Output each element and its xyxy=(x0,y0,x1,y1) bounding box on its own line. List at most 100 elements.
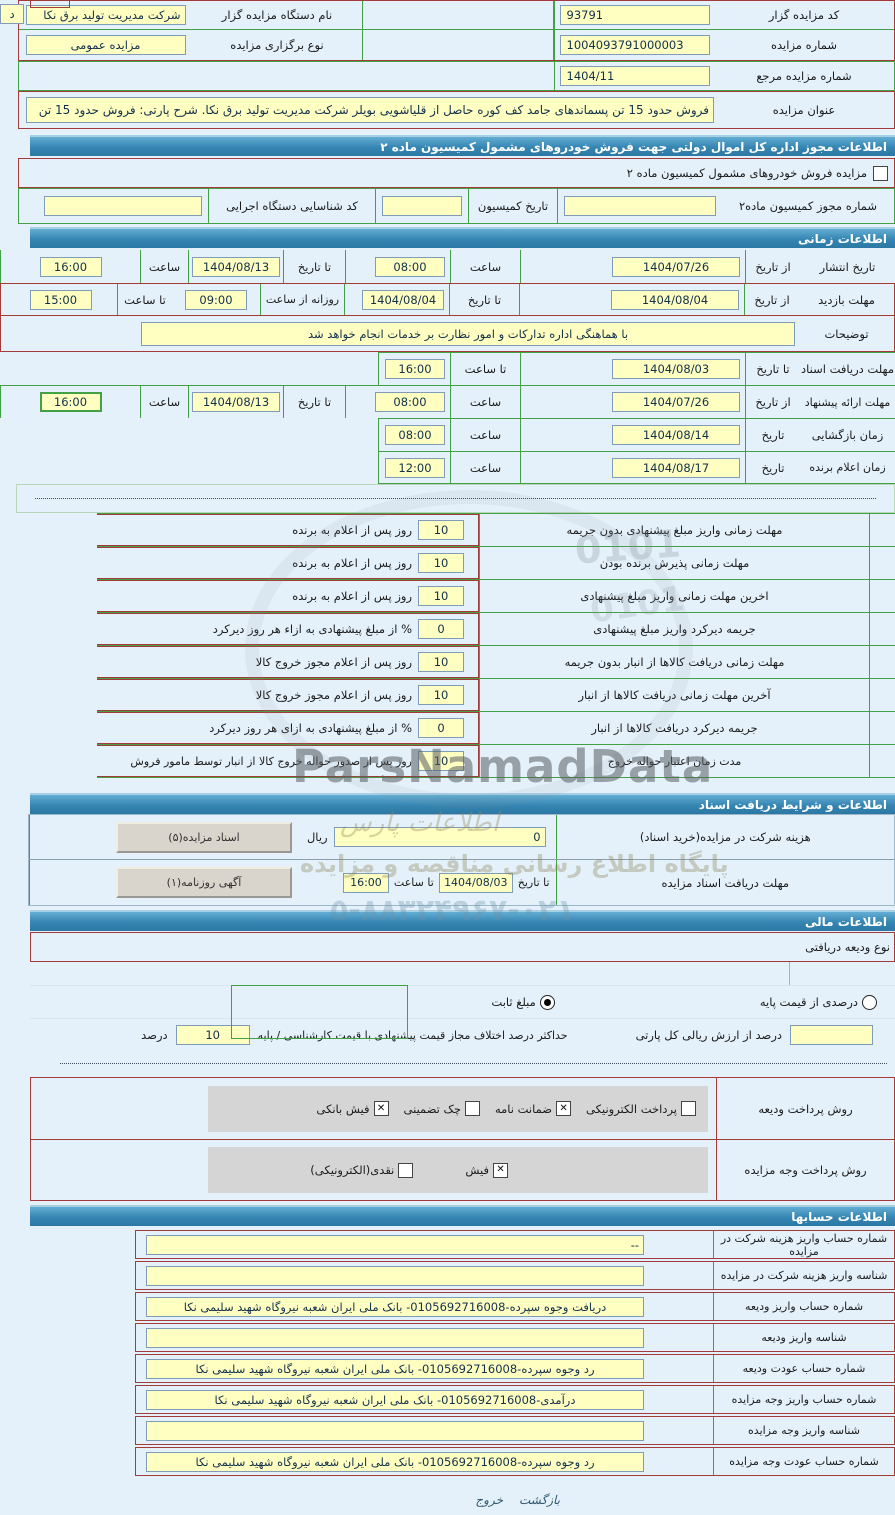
hour-label: ساعت xyxy=(140,386,188,418)
auctioneer-code-input[interactable]: 93791 xyxy=(559,5,710,25)
account-input[interactable]: دریافت وجوه سپرده-0105692716008- بانک مل… xyxy=(146,1296,644,1317)
account-input[interactable]: -- xyxy=(146,1234,644,1255)
option-bank-slip[interactable]: ✕ فیش بانکی xyxy=(316,1101,389,1116)
docs-deadline-label: مهلت دریافت اسناد xyxy=(801,362,894,376)
offer-to-time-input[interactable]: 16:00 xyxy=(39,392,102,412)
publish-from-date-input[interactable]: 1404/07/26 xyxy=(612,256,740,277)
account-row: شماره حساب عودت وجه مزایده رد وجوه سپرده… xyxy=(135,1447,895,1476)
docs-to-date-input[interactable]: 1404/08/03 xyxy=(438,872,513,893)
deadline-value-input[interactable]: 10 xyxy=(418,685,464,705)
from-date-label: از تاریخ xyxy=(745,250,800,283)
article2-checkbox[interactable] xyxy=(873,165,888,181)
commission-date-input[interactable] xyxy=(382,196,462,216)
account-input[interactable] xyxy=(146,1420,644,1441)
radio-fixed-option[interactable]: مبلغ ثابت xyxy=(491,994,555,1010)
deadline-value-input[interactable]: 10 xyxy=(418,553,464,573)
row-auction-number: شماره مزایده 1004093791000003 نوع برگزار… xyxy=(19,30,894,60)
checkbox-checked[interactable]: ✕ xyxy=(373,1101,389,1116)
publish-from-time-input[interactable]: 08:00 xyxy=(375,256,445,277)
exit-link[interactable]: خروج xyxy=(475,1493,503,1507)
publish-to-time-input[interactable]: 16:00 xyxy=(39,256,102,277)
visit-to-date-input[interactable]: 1404/08/04 xyxy=(362,289,444,310)
row-auctioneer-code: کد مزایده گزار 93791 نام دستگاه مزایده گ… xyxy=(19,1,894,30)
account-input[interactable]: رد وجوه سپرده-0105692716008- بانک ملی ای… xyxy=(146,1451,644,1472)
visit-until-time-input[interactable]: 15:00 xyxy=(29,289,92,310)
account-input[interactable] xyxy=(146,1265,644,1286)
winner-date-input[interactable]: 1404/08/17 xyxy=(612,457,740,478)
empty-cell xyxy=(869,745,895,777)
opening-time-input[interactable]: 08:00 xyxy=(385,425,445,445)
offer-to-date-input[interactable]: 1404/08/13 xyxy=(192,392,280,412)
percent-of-value-input[interactable] xyxy=(790,1025,873,1045)
deadline-suffix: روز پس از صدور حواله خروج کالا از انبار … xyxy=(130,754,412,768)
fee-input[interactable]: 0 xyxy=(333,827,546,847)
deadline-row: مهلت زمانی دریافت کالاها از انبار بدون ج… xyxy=(97,645,895,678)
checkbox[interactable] xyxy=(464,1101,480,1116)
check-mark-icon: ✕ xyxy=(496,1164,505,1175)
permit-checkbox-row: مزایده فروش خودروهای مشمول کمیسیون ماده … xyxy=(18,158,895,188)
opening-date-input[interactable]: 1404/08/14 xyxy=(612,425,740,445)
back-link[interactable]: بازگشت xyxy=(519,1493,560,1507)
reference-number-input[interactable]: 1404/11 xyxy=(559,66,710,86)
accounts-table: شماره حساب واریز هزینه شرکت در مزایده --… xyxy=(135,1230,895,1476)
deadline-suffix: % از مبلغ پیشنهادی به ازای هر روز دیرکرد xyxy=(209,721,412,735)
hour-label: ساعت xyxy=(140,250,188,283)
visit-daily-time-input[interactable]: 09:00 xyxy=(185,289,247,310)
daily-from-hour-label: روزانه از ساعت xyxy=(260,284,344,315)
section-bar-financial: اطلاعات مالی xyxy=(30,910,895,931)
account-label: شماره حساب عودت ودیعه xyxy=(713,1355,894,1382)
option-cash-electronic[interactable]: نقدی(الکترونیکی) xyxy=(310,1162,414,1178)
publish-to-date-input[interactable]: 1404/08/13 xyxy=(192,256,280,277)
deadline-value-input[interactable]: 10 xyxy=(418,751,464,771)
docs-to-time-input[interactable]: 16:00 xyxy=(342,872,389,893)
top-id-table: کد مزایده گزار 93791 نام دستگاه مزایده گ… xyxy=(18,0,895,61)
deadline-value-input[interactable]: 10 xyxy=(418,586,464,606)
visit-from-date-input[interactable]: 1404/08/04 xyxy=(611,289,739,310)
deadline-value-input[interactable]: 10 xyxy=(418,652,464,672)
description-input[interactable]: با هماهنگی اداره تدارکات و امور نظارت بر… xyxy=(141,321,795,346)
checkbox-checked[interactable]: ✕ xyxy=(556,1101,572,1116)
deadline-label: جریمه دیرکرد دریافت کالاها از انبار xyxy=(479,712,869,744)
auction-type-input[interactable]: مزایده عمومی xyxy=(25,35,186,55)
visit-label: مهلت بازدید xyxy=(818,292,875,307)
empty-cell xyxy=(869,679,895,711)
checkbox-checked[interactable]: ✕ xyxy=(493,1162,508,1178)
radio-selected-icon[interactable] xyxy=(539,994,555,1010)
permit-number-input[interactable] xyxy=(564,196,716,216)
docs-to-time-input[interactable]: 16:00 xyxy=(385,359,445,379)
account-input[interactable]: رد وجوه سپرده-0105692716008- بانک ملی ای… xyxy=(146,1358,644,1379)
agency-code-input[interactable] xyxy=(44,196,202,216)
offer-deadline-row: مهلت ارائه پیشنهاد از تاریخ 1404/07/26 س… xyxy=(0,385,895,418)
radio-percent-option[interactable]: درصدی از قیمت پایه xyxy=(760,994,877,1010)
org-name-input[interactable]: شرکت مدیریت تولید برق نکا xyxy=(25,5,186,25)
checkbox[interactable] xyxy=(398,1162,414,1178)
auction-title-input[interactable]: فروش حدود 15 تن پسماندهای جامد کف کوره ح… xyxy=(26,97,714,123)
auction-number-input[interactable]: 1004093791000003 xyxy=(559,35,710,55)
winner-time-input[interactable]: 12:00 xyxy=(385,457,445,478)
fee-unit: ریال xyxy=(306,830,328,844)
deadline-value-input[interactable]: 0 xyxy=(418,718,464,738)
docs-table: هزینه شرکت در مزایده(خرید اسناد) 0 ریال … xyxy=(28,814,895,906)
checkbox[interactable] xyxy=(681,1101,696,1116)
newspaper-ad-button[interactable]: آگهی روزنامه(۱) xyxy=(116,867,292,898)
percent-of-value-label: درصد از ارزش ریالی کل پارتی xyxy=(635,1028,782,1042)
payment-method-label: روش پرداخت وجه مزایده xyxy=(716,1140,894,1200)
account-input[interactable]: درآمدی-0105692716008- بانک ملی ایران شعب… xyxy=(146,1389,644,1410)
offer-from-time-input[interactable]: 08:00 xyxy=(375,392,445,412)
deadline-suffix: روز پس از اعلام مجوز خروج کالا xyxy=(255,655,412,669)
option-certified-check[interactable]: چک تضمینی xyxy=(404,1101,480,1116)
radio-icon[interactable] xyxy=(862,994,877,1010)
docs-to-date-input[interactable]: 1404/08/03 xyxy=(612,359,740,379)
opening-time-row: زمان بازگشایی تاریخ 1404/08/14 ساعت 08:0… xyxy=(378,418,895,451)
offer-from-date-input[interactable]: 1404/07/26 xyxy=(612,392,740,412)
payment-method-row: روش پرداخت وجه مزایده ✕ فیش نقدی(الکترون… xyxy=(30,1139,895,1201)
account-input[interactable] xyxy=(146,1327,644,1348)
auction-docs-button[interactable]: اسناد مزایده(۵) xyxy=(116,821,292,853)
option-label: نقدی(الکترونیکی) xyxy=(310,1163,395,1177)
deadline-value-input[interactable]: 10 xyxy=(418,520,464,540)
empty-cell xyxy=(362,1,554,29)
deadline-value-input[interactable]: 0 xyxy=(418,619,464,639)
option-slip[interactable]: ✕ فیش xyxy=(465,1162,508,1178)
option-electronic-payment[interactable]: پرداخت الکترونیکی xyxy=(586,1101,696,1116)
option-guarantee-letter[interactable]: ✕ ضمانت نامه xyxy=(495,1101,572,1116)
